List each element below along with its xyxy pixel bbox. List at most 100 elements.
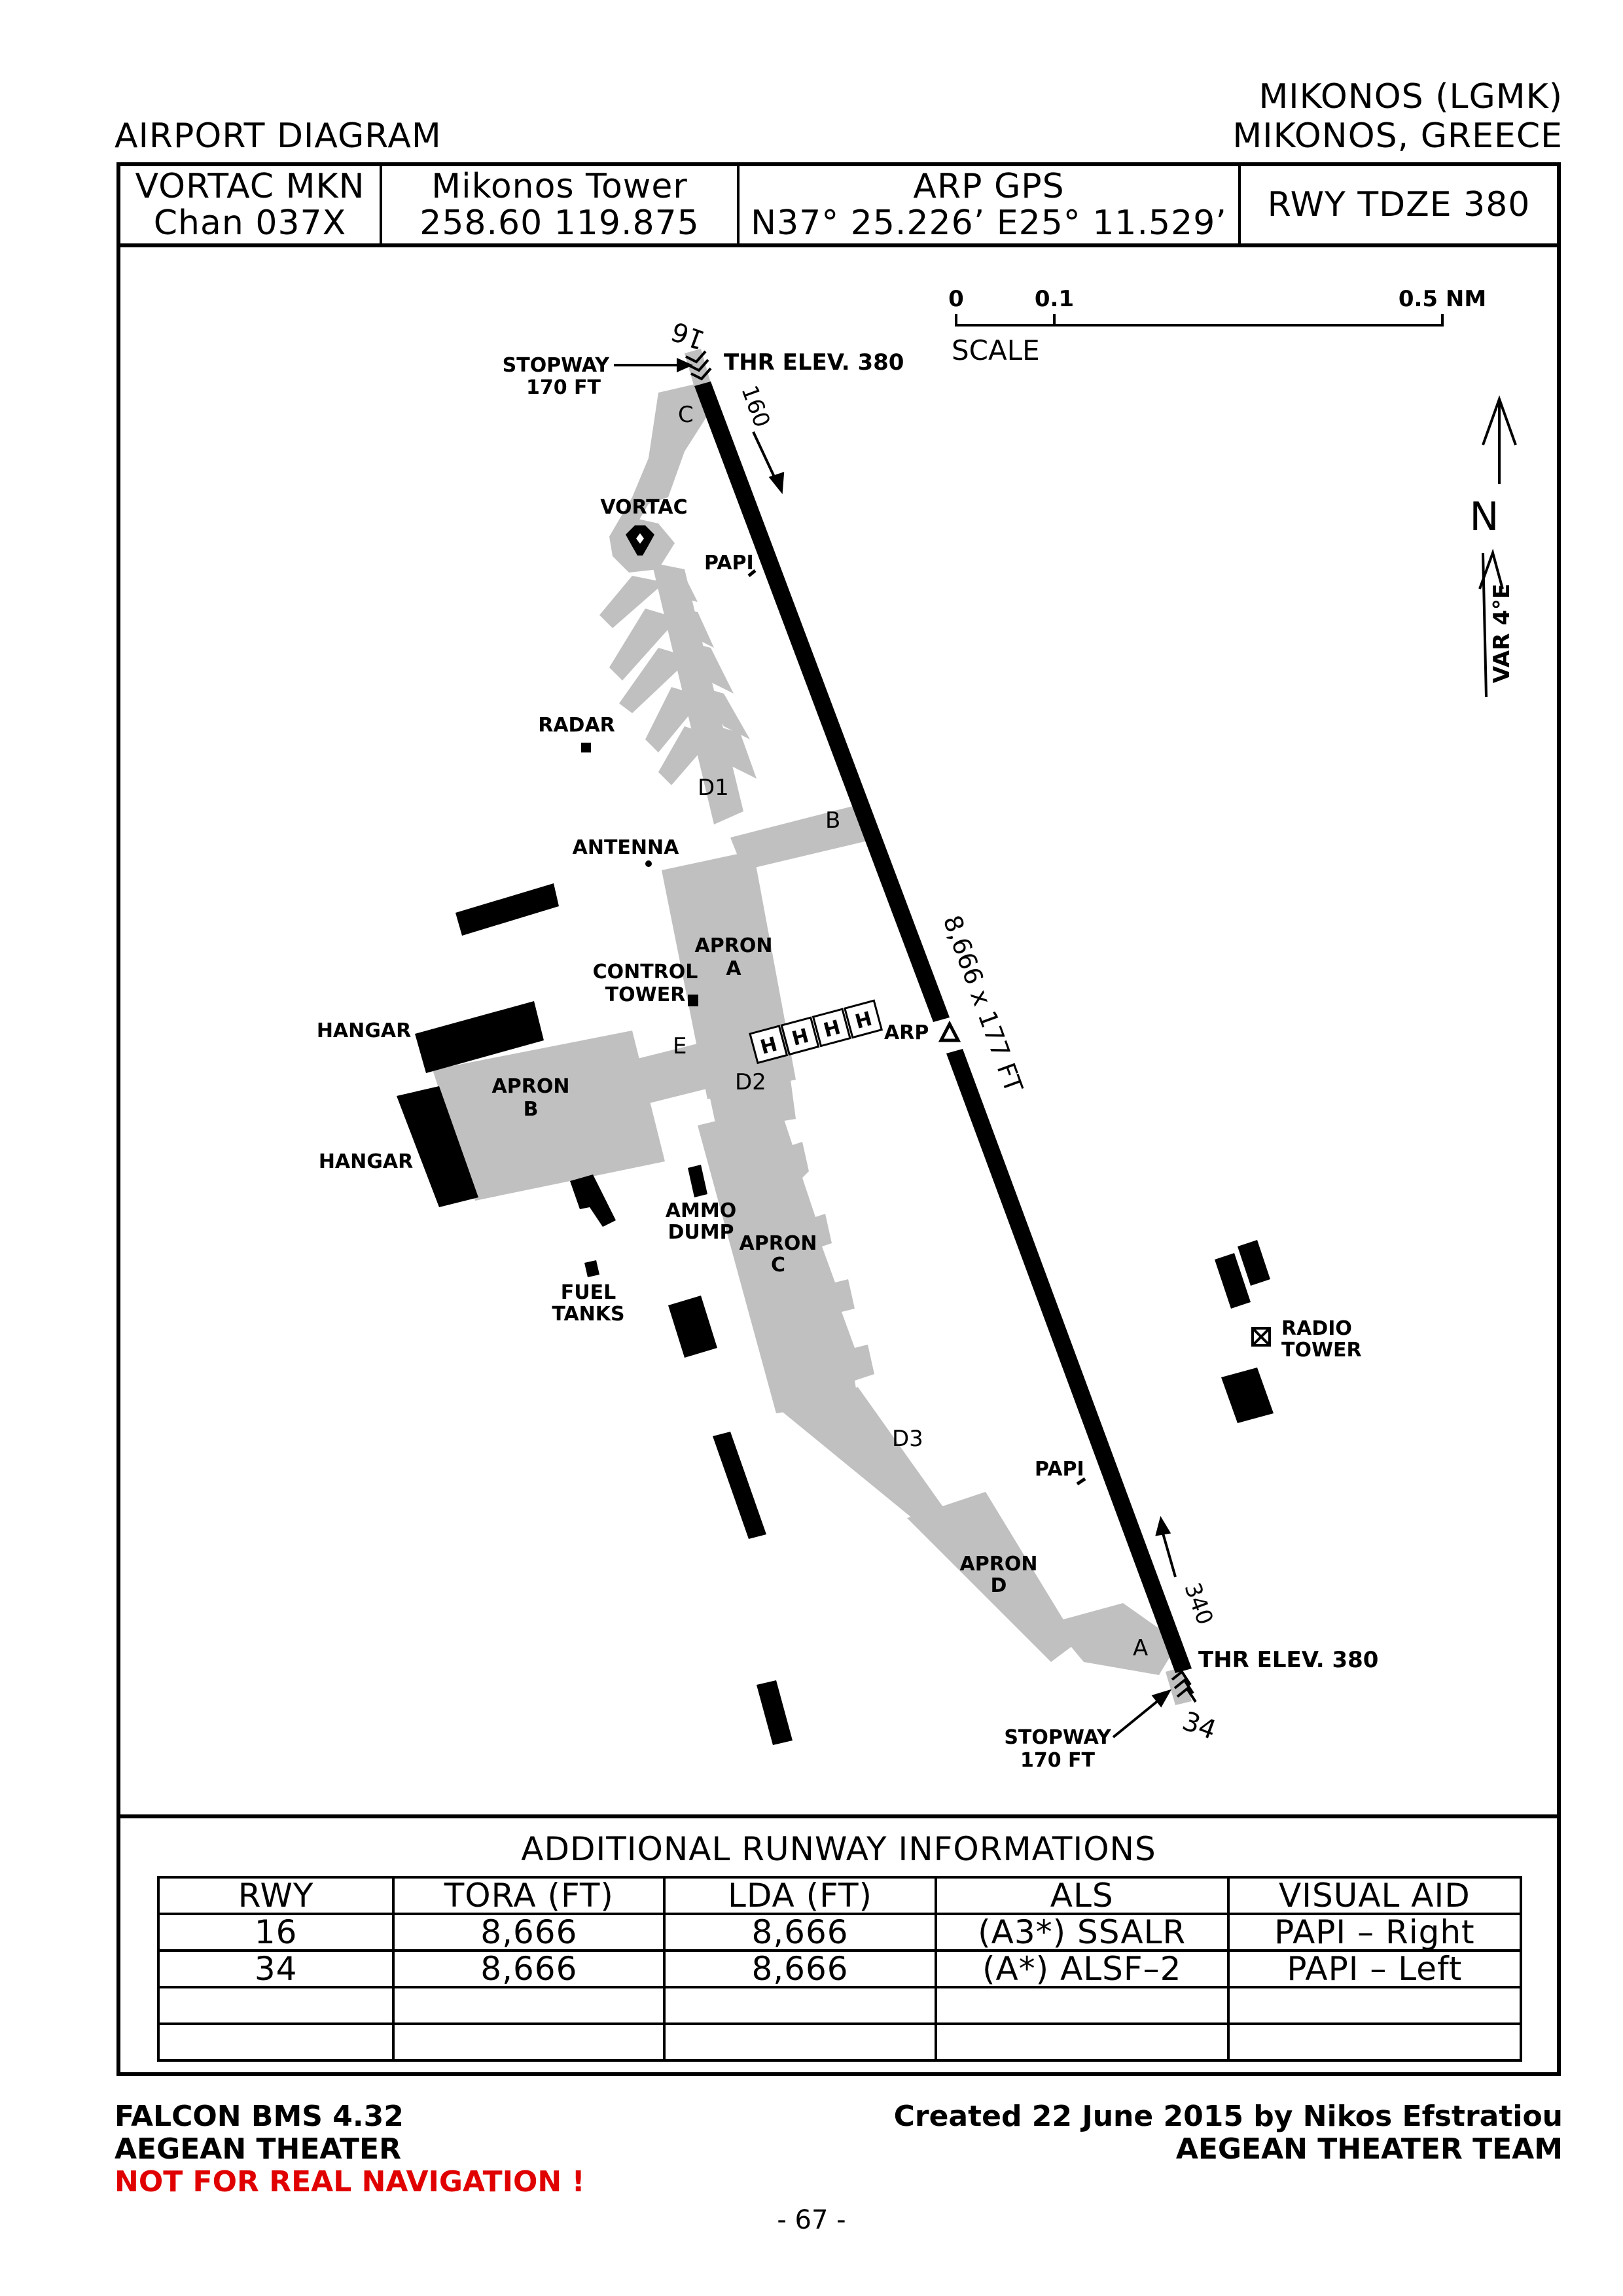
vortac-label: VORTAC [600, 496, 687, 519]
north-arrow [1478, 395, 1517, 698]
building-east-3 [1221, 1368, 1274, 1423]
cell-visual-aid: PAPI – Left [1226, 1949, 1523, 1988]
hdg160-label: 160 [736, 382, 775, 431]
footer-warning: NOT FOR REAL NAVIGATION ! [115, 2165, 585, 2199]
airport-name: MIKONOS (LGMK) [1258, 77, 1563, 116]
apron-a-label-2: A [726, 957, 741, 980]
taxiway-a [1051, 1603, 1179, 1675]
runway-16-34-south [946, 1049, 1192, 1673]
ammo-dump-building [688, 1165, 707, 1197]
diagram-frame: H H H H 0 0.1 0.5 NM SCALE [116, 243, 1561, 1818]
arp-title: ARP GPS [913, 167, 1065, 206]
building-long-north [455, 883, 559, 936]
taxiway-d3 [776, 1387, 946, 1525]
control-tower-label-1: CONTROL [593, 961, 698, 983]
taxiway-c-label: C [678, 402, 694, 428]
vortac-icon [626, 525, 654, 556]
cell-lda [663, 2022, 937, 2062]
stub [619, 648, 691, 713]
north-label: N [1470, 494, 1499, 540]
vortac-channel: Chan 037X [153, 203, 347, 243]
scale-tick-05: 0.5 NM [1399, 286, 1486, 312]
header-rwy: RWY [156, 1876, 395, 1915]
apron-d [907, 1492, 1077, 1662]
stopway-south-arrow [1112, 1699, 1160, 1739]
arp-label: ARP [884, 1021, 929, 1044]
cell-visual-aid [1226, 1986, 1523, 2025]
tower-cell: Mikonos Tower 258.60 119.875 [382, 166, 740, 243]
stub [658, 726, 714, 785]
cell-lda: 8,666 [663, 1949, 937, 1988]
airport-location: MIKONOS, GREECE [1232, 116, 1563, 156]
cell-lda [663, 1986, 937, 2025]
apron-b-label-1: APRON [492, 1075, 570, 1098]
taxiway-e [632, 1040, 717, 1106]
runway-info-title: ADDITIONAL RUNWAY INFORMATIONS [521, 1830, 1156, 1868]
runway-info-table: RWY TORA (FT) LDA (FT) ALS VISUAL AID 16… [156, 1876, 1523, 2062]
hdg340-label: 340 [1179, 1580, 1218, 1629]
footer-team: AEGEAN THEATER TEAM [1175, 2132, 1563, 2166]
building-l [570, 1174, 616, 1227]
apron-b-label-2: B [524, 1098, 539, 1121]
ammo-dump-label-1: AMMO [666, 1199, 736, 1222]
arp-coordinates: N37° 25.226’ E25° 11.529’ [751, 203, 1227, 243]
cell-rwy: 16 [156, 1913, 395, 1952]
scale-tick-01: 0.1 [1035, 286, 1074, 312]
fuel-tanks-label-2: TANKS [552, 1303, 624, 1326]
cell-visual-aid [1226, 2022, 1523, 2062]
apron-a-label-1: APRON [695, 934, 773, 957]
fuel-tanks-building [668, 1296, 717, 1358]
runway-16-34-north [694, 381, 950, 1022]
cell-rwy [156, 2022, 395, 2062]
stopway-north-label-1: STOPWAY [503, 354, 611, 377]
tdze-cell: RWY TDZE 380 [1241, 166, 1557, 243]
stub [609, 609, 678, 680]
taxiway-d3-label: D3 [892, 1426, 923, 1452]
info-bar: VORTAC MKN Chan 037X Mikonos Tower 258.6… [116, 162, 1561, 247]
thr-south-label: THR ELEV. 380 [1198, 1647, 1378, 1673]
airport-map: H H H H 0 0.1 0.5 NM SCALE [317, 286, 1517, 1772]
fuel-tanks-label-1: FUEL [561, 1281, 616, 1304]
header-lda: LDA (FT) [663, 1876, 937, 1915]
arrows [614, 357, 1177, 1739]
apron-c [698, 1106, 874, 1413]
stopway-south-label-2: 170 FT [1020, 1749, 1096, 1772]
cell-rwy: 34 [156, 1949, 395, 1988]
papi-south-label: PAPI [1035, 1458, 1084, 1481]
hangar-north [415, 1001, 544, 1073]
header-visual-aid: VISUAL AID [1226, 1876, 1523, 1915]
footer-theater: AEGEAN THEATER [115, 2132, 401, 2166]
cell-als [934, 1986, 1230, 2025]
rwy16-number: 16 [668, 315, 709, 355]
stub [685, 641, 734, 694]
paved-areas [433, 349, 1192, 1705]
apron-d-label-1: APRON [960, 1553, 1038, 1576]
taxiway-a-label: A [1133, 1635, 1148, 1661]
radio-tower-label-1: RADIO [1281, 1317, 1352, 1340]
building-long-south [713, 1432, 766, 1539]
cell-tora [392, 1986, 666, 2025]
table-header-row: RWY TORA (FT) LDA (FT) ALS VISUAL AID [156, 1876, 1523, 1915]
control-tower-building [688, 995, 698, 1006]
stopway-south-label-1: STOPWAY [1004, 1726, 1112, 1749]
cell-als [934, 2022, 1230, 2062]
helipad-1 [749, 1025, 789, 1065]
stub [645, 687, 704, 752]
apron-d-label-2: D [991, 1574, 1007, 1597]
cell-rwy [156, 1986, 395, 2025]
header-als: ALS [934, 1876, 1230, 1915]
radar-site [581, 743, 591, 752]
buildings [397, 743, 1274, 1745]
hangar-west-label: HANGAR [319, 1150, 413, 1173]
chevrons-south [1171, 1670, 1197, 1703]
antenna-mast [645, 860, 652, 867]
building-east-1 [1215, 1253, 1251, 1309]
hangar-west [397, 1086, 478, 1207]
taxiway-e-label: E [673, 1033, 687, 1059]
cell-lda: 8,666 [663, 1913, 937, 1952]
taxiway-c [609, 383, 707, 543]
tdze-value: RWY TDZE 380 [1267, 185, 1531, 224]
control-tower-label-2: TOWER [605, 983, 686, 1006]
rwy34-number: 34 [1179, 1706, 1221, 1746]
rwy-dimensions: 8,666 x 177 FT [938, 911, 1029, 1097]
